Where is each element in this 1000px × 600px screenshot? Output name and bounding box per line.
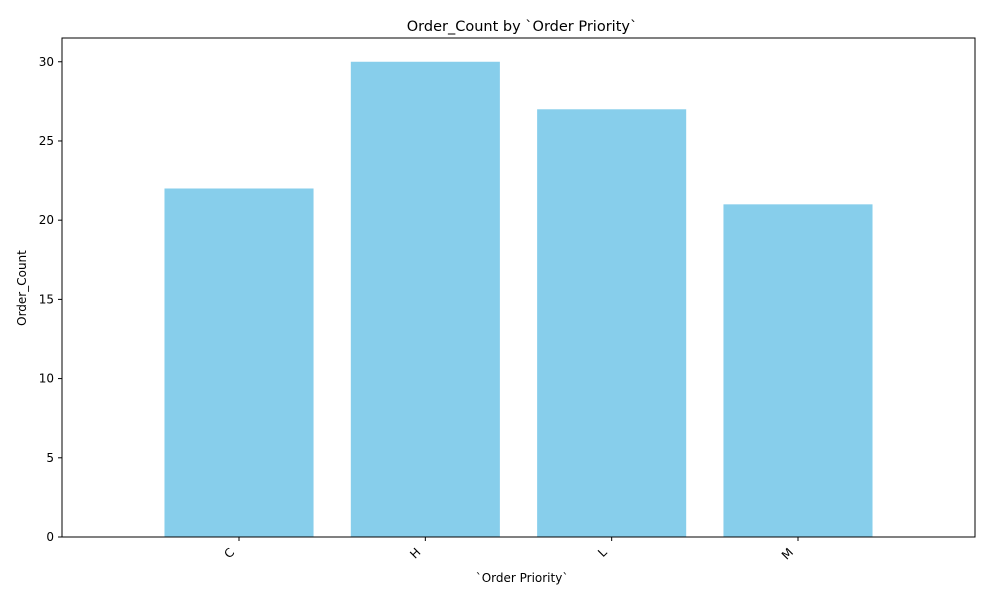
y-tick-label: 5 (46, 451, 54, 465)
y-tick-label: 25 (39, 134, 54, 148)
chart-title: Order_Count by `Order Priority` (407, 19, 637, 35)
bar-M (723, 204, 873, 538)
x-tick-label: H (407, 545, 423, 561)
x-axis-label: `Order Priority` (476, 571, 569, 585)
plot-frame (61, 37, 976, 538)
y-tick-label: 20 (39, 213, 54, 227)
bar-C (164, 188, 314, 537)
y-tick-label: 10 (39, 372, 54, 386)
y-tick-label: 30 (39, 55, 54, 69)
y-axis-label: Order_Count (15, 250, 29, 326)
bar-L (537, 109, 687, 538)
bars-group (164, 61, 873, 538)
x-tick-label: C (221, 545, 237, 561)
x-tick-label: L (595, 545, 610, 560)
x-tick-label: M (779, 545, 796, 562)
y-tick-label: 15 (39, 292, 54, 306)
bar-H (350, 61, 500, 538)
y-tick-label: 0 (46, 530, 54, 544)
y-axis-ticks: 0 5 10 15 20 25 30 (39, 55, 62, 544)
